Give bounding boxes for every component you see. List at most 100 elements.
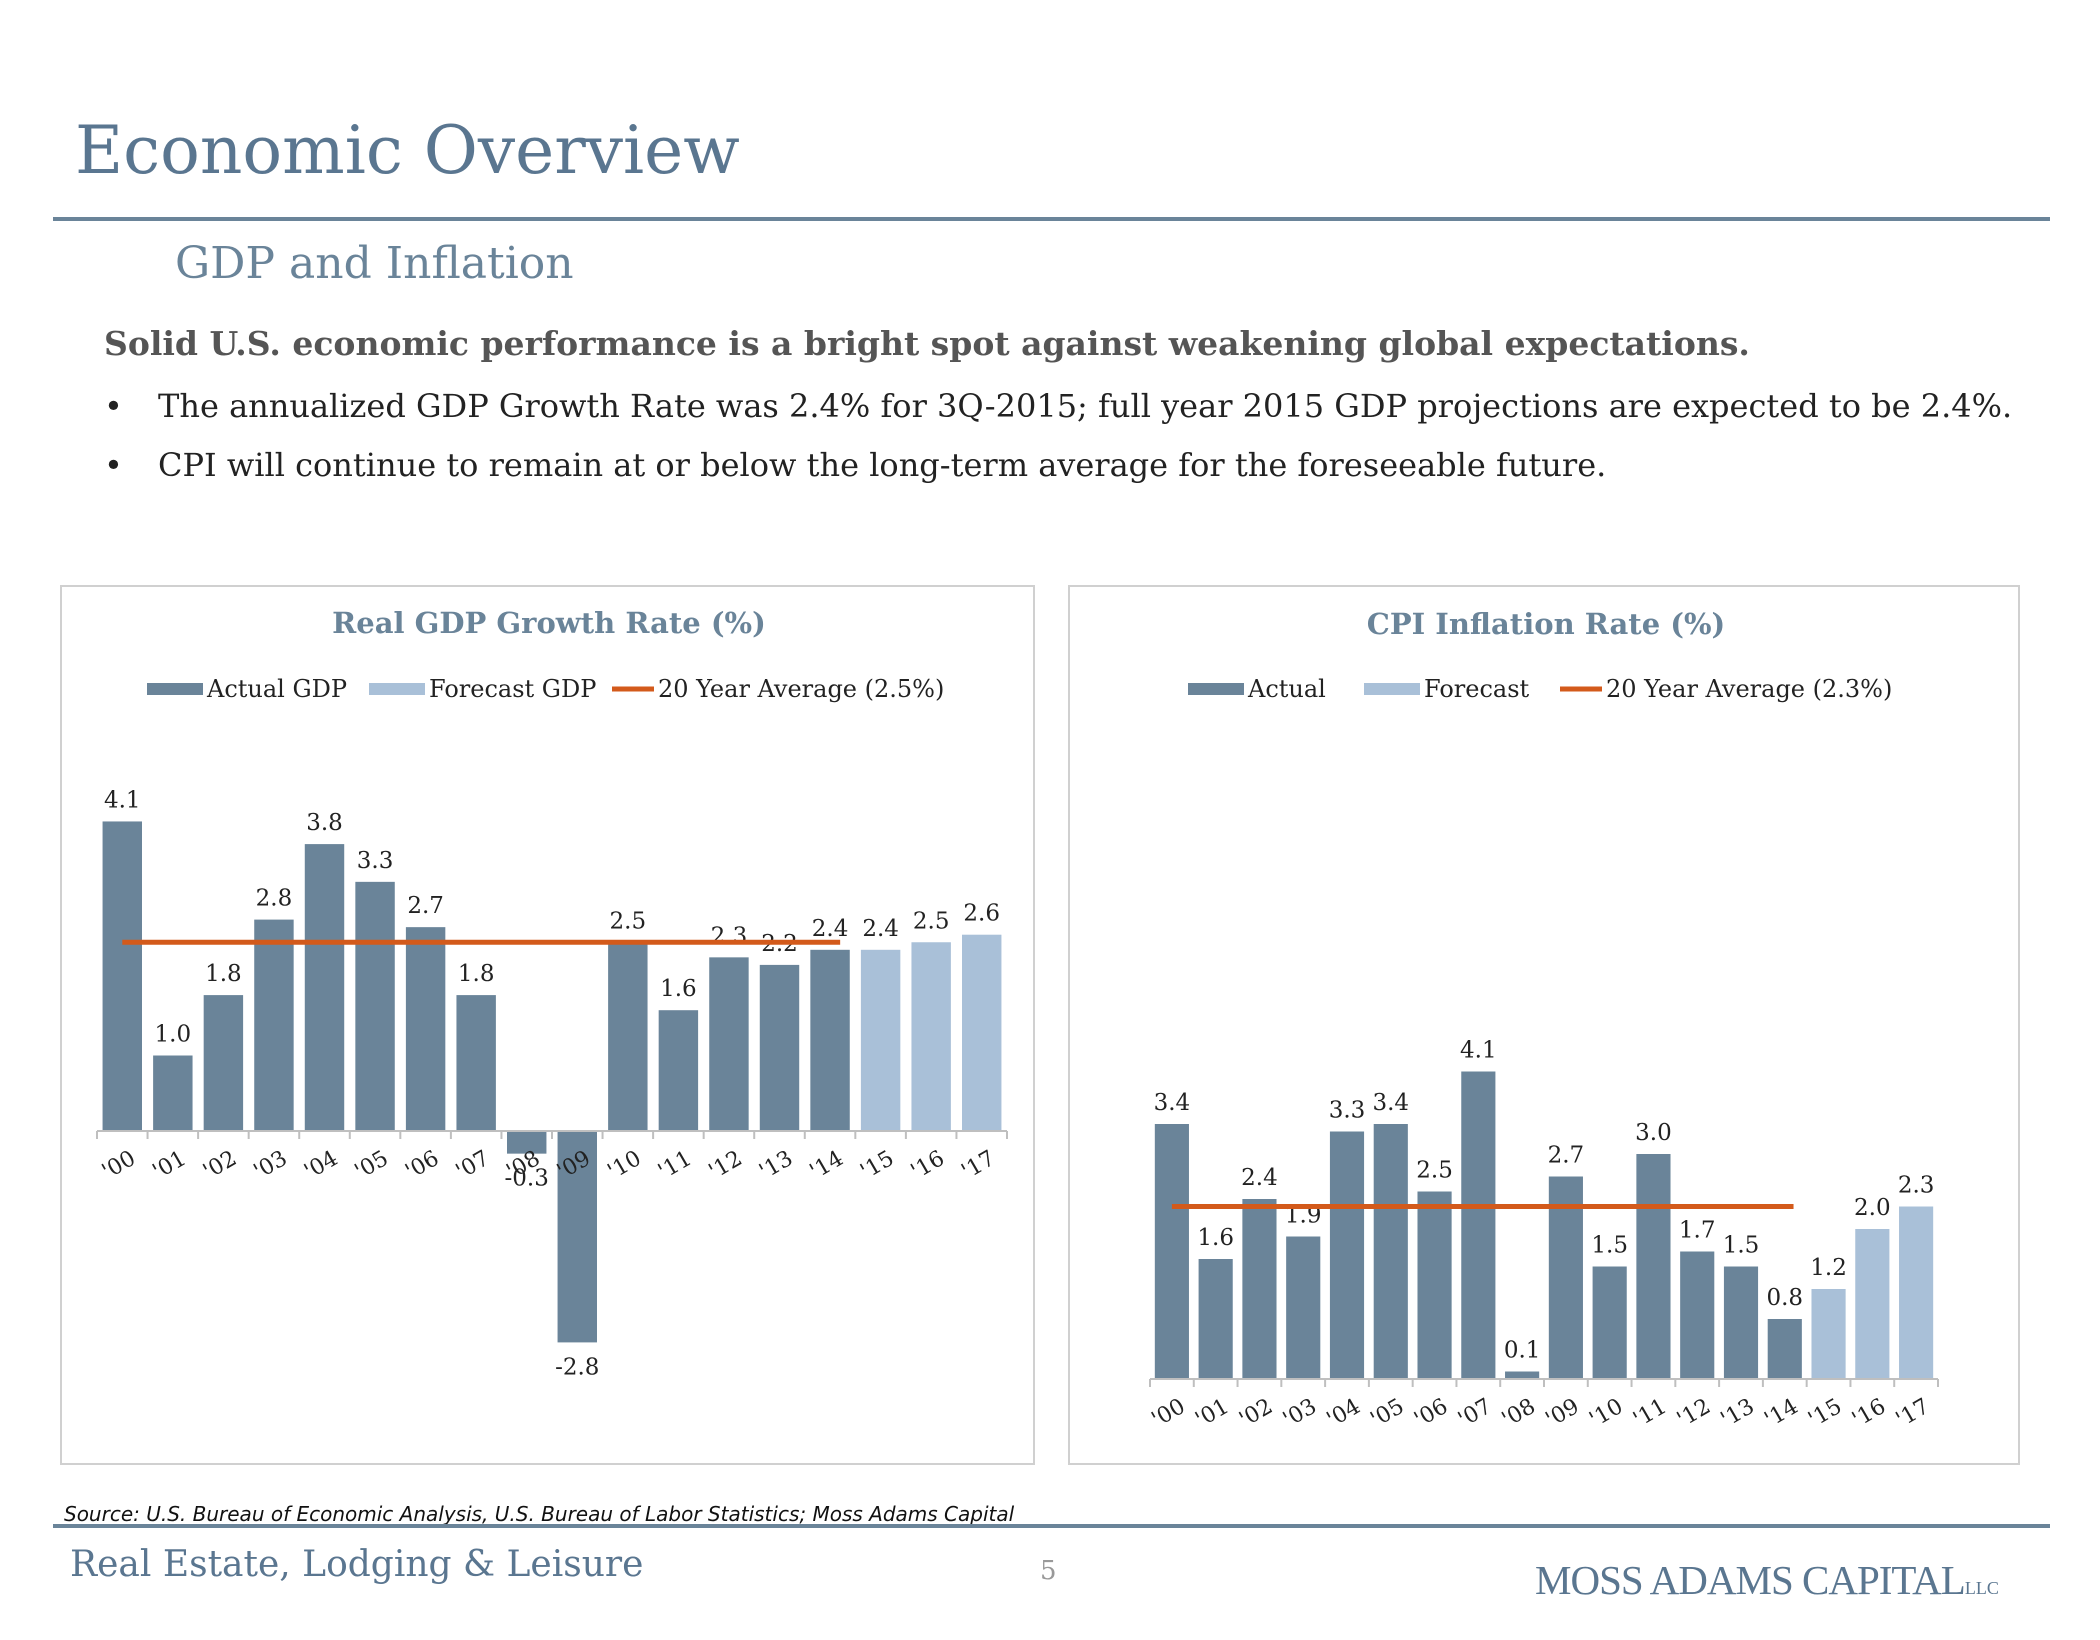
gdp-chart: Real GDP Growth Rate (%) Actual GDP Foreca… — [96, 606, 1008, 1380]
x-tick-label: '06 — [401, 1146, 443, 1185]
chart-bar — [1855, 1229, 1890, 1379]
data-label: 2.3 — [711, 923, 748, 949]
x-tick-label: '00 — [1148, 1394, 1190, 1433]
x-tick-label: '17 — [957, 1146, 999, 1185]
bullet-item: • CPI will continue to remain at or below… — [104, 449, 1606, 481]
data-label: 1.6 — [660, 976, 697, 1002]
x-tick-label: '03 — [250, 1146, 292, 1185]
legend-label: Actual GDP — [206, 675, 347, 703]
gdp-chart-panel: Real GDP Growth Rate (%) Actual GDP Foreca… — [60, 585, 1035, 1465]
x-tick-label: '15 — [1804, 1394, 1846, 1433]
x-tick-label: '16 — [1848, 1394, 1890, 1433]
chart-title: Real GDP Growth Rate (%) — [332, 606, 766, 640]
chart-bar — [405, 927, 446, 1131]
data-label: 2.5 — [1416, 1158, 1453, 1184]
chart-bar — [1373, 1124, 1408, 1379]
legend-label: 20 Year Average (2.5%) — [658, 675, 944, 703]
data-label: 2.4 — [812, 916, 849, 942]
chart-bar — [911, 942, 951, 1131]
header-divider — [53, 217, 2050, 221]
x-tick-label: '12 — [705, 1146, 747, 1185]
legend-label: Forecast — [1424, 675, 1530, 703]
data-label: 3.4 — [1154, 1090, 1191, 1116]
chart-bar — [1680, 1251, 1715, 1379]
bullet-symbol: • — [104, 446, 123, 484]
data-label: 3.0 — [1635, 1120, 1672, 1146]
company-logo: MOSS ADAMS CAPITALLLC — [1535, 1556, 1999, 1604]
chart-title: CPI Inflation Rate (%) — [1367, 607, 1726, 641]
data-label: 1.7 — [1679, 1218, 1716, 1244]
bullet-item: • The annualized GDP Growth Rate was 2.4%… — [104, 390, 2012, 422]
data-label: 4.1 — [1460, 1038, 1497, 1064]
chart-bar — [1548, 1176, 1583, 1379]
chart-bar — [658, 1010, 699, 1131]
cpi-chart-panel: CPI Inflation Rate (%) Actual Forecast 20 Y… — [1068, 585, 2020, 1465]
legend-swatch-actual — [1188, 683, 1244, 695]
chart-bar — [557, 1131, 597, 1343]
data-label: 3.8 — [306, 810, 343, 836]
data-label: 1.8 — [458, 961, 495, 987]
cpi-chart: CPI Inflation Rate (%) Actual Forecast 20 Y… — [1148, 607, 1939, 1433]
x-tick-label: '04 — [300, 1146, 342, 1185]
x-tick-label: '02 — [1235, 1394, 1277, 1433]
chart-bar — [254, 919, 294, 1131]
x-tick-label: '04 — [1323, 1394, 1365, 1433]
chart-bar — [1329, 1131, 1365, 1379]
data-label: 4.1 — [104, 787, 141, 813]
footer-section: Real Estate, Lodging & Leisure — [70, 1544, 644, 1585]
data-label: 1.2 — [1810, 1255, 1847, 1281]
chart-bar — [810, 949, 850, 1131]
x-tick-label: '11 — [654, 1146, 696, 1185]
chart-bar — [1154, 1124, 1189, 1379]
data-label: 0.1 — [1504, 1338, 1541, 1364]
x-tick-label: '13 — [755, 1146, 797, 1185]
data-label: 2.5 — [610, 908, 647, 934]
data-label: 2.8 — [256, 886, 293, 912]
chart-bar — [1198, 1259, 1233, 1379]
x-tick-label: '07 — [1454, 1394, 1496, 1433]
source-note: Source: U.S. Bureau of Economic Analysis… — [64, 1502, 1015, 1526]
data-label: 1.5 — [1591, 1233, 1628, 1259]
chart-bar — [608, 942, 648, 1131]
legend-label: Actual — [1247, 675, 1326, 703]
page-subtitle: GDP and Inflation — [175, 238, 574, 289]
data-label: 2.7 — [407, 893, 444, 919]
lead-statement: Solid U.S. economic performance is a bri… — [104, 324, 1750, 363]
bullet-text: CPI will continue to remain at or below … — [158, 446, 1607, 484]
legend-swatch-actual — [147, 683, 203, 695]
data-label: 2.3 — [1898, 1173, 1935, 1199]
x-tick-label: '05 — [1367, 1394, 1409, 1433]
x-tick-label: '01 — [1191, 1394, 1233, 1433]
x-tick-label: '11 — [1629, 1394, 1671, 1433]
x-tick-label: '15 — [856, 1146, 898, 1185]
bullet-symbol: • — [104, 387, 123, 425]
data-label: 1.8 — [205, 961, 242, 987]
x-tick-label: '06 — [1410, 1394, 1452, 1433]
x-tick-label: '16 — [907, 1146, 949, 1185]
data-label: 2.4 — [862, 916, 899, 942]
chart-bar — [759, 964, 800, 1131]
data-label: -0.3 — [505, 1166, 549, 1192]
x-tick-label: '02 — [199, 1146, 241, 1185]
x-tick-label: '03 — [1279, 1394, 1321, 1433]
x-tick-label: '07 — [452, 1146, 494, 1185]
chart-bar — [709, 957, 749, 1131]
x-tick-label: '17 — [1892, 1394, 1934, 1433]
page-number: 5 — [1040, 1556, 1057, 1586]
chart-bar — [1461, 1071, 1496, 1379]
x-tick-label: '14 — [806, 1146, 848, 1185]
x-tick-label: '10 — [604, 1146, 646, 1185]
x-tick-label: '13 — [1717, 1394, 1759, 1433]
data-label: 2.5 — [913, 908, 950, 934]
chart-bar — [203, 995, 244, 1131]
x-tick-label: '10 — [1585, 1394, 1627, 1433]
bullet-text: The annualized GDP Growth Rate was 2.4% … — [158, 387, 2013, 425]
chart-bar — [1723, 1266, 1759, 1379]
x-tick-label: '09 — [1542, 1394, 1584, 1433]
chart-bar — [962, 934, 1002, 1131]
data-label: 2.6 — [963, 901, 1000, 927]
chart-bar — [102, 821, 142, 1131]
chart-bar — [1899, 1206, 1934, 1379]
x-tick-label: '01 — [149, 1146, 191, 1185]
legend-label: 20 Year Average (2.3%) — [1606, 675, 1892, 703]
